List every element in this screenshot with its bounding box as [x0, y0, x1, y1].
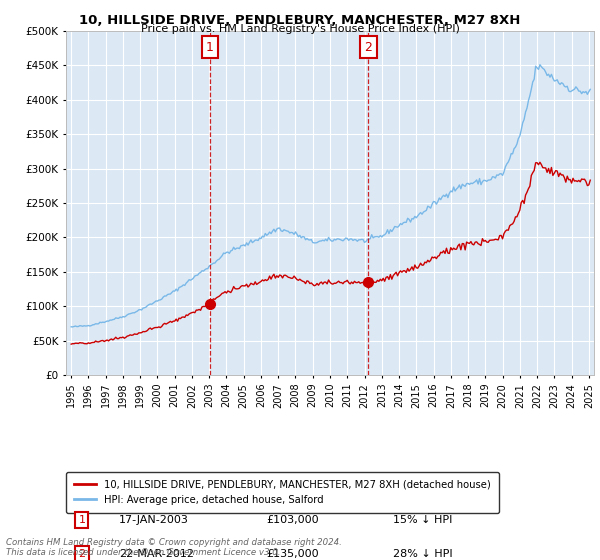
Text: 15% ↓ HPI: 15% ↓ HPI — [394, 515, 453, 525]
Text: £135,000: £135,000 — [266, 549, 319, 559]
Text: 1: 1 — [79, 515, 85, 525]
Text: 28% ↓ HPI: 28% ↓ HPI — [394, 549, 453, 559]
Text: 2: 2 — [78, 549, 85, 559]
Text: Price paid vs. HM Land Registry's House Price Index (HPI): Price paid vs. HM Land Registry's House … — [140, 24, 460, 34]
Legend: 10, HILLSIDE DRIVE, PENDLEBURY, MANCHESTER, M27 8XH (detached house), HPI: Avera: 10, HILLSIDE DRIVE, PENDLEBURY, MANCHEST… — [66, 472, 499, 512]
Text: 2: 2 — [364, 41, 372, 54]
Text: Contains HM Land Registry data © Crown copyright and database right 2024.
This d: Contains HM Land Registry data © Crown c… — [6, 538, 342, 557]
Text: 1: 1 — [206, 41, 214, 54]
Text: £103,000: £103,000 — [266, 515, 319, 525]
Text: 10, HILLSIDE DRIVE, PENDLEBURY, MANCHESTER, M27 8XH: 10, HILLSIDE DRIVE, PENDLEBURY, MANCHEST… — [79, 14, 521, 27]
Text: 22-MAR-2012: 22-MAR-2012 — [119, 549, 194, 559]
Text: 17-JAN-2003: 17-JAN-2003 — [119, 515, 188, 525]
